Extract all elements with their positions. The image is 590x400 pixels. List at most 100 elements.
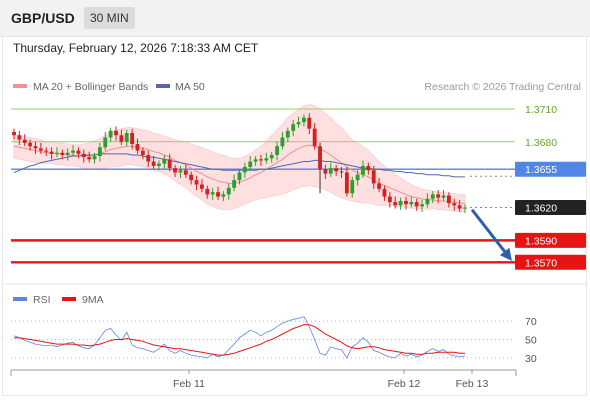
candle-body — [146, 154, 151, 162]
candle-body — [452, 203, 457, 206]
candle-body — [361, 165, 365, 175]
candle-body — [199, 184, 204, 189]
candle-body — [87, 157, 92, 160]
ma9-legend-label: 9MA — [82, 294, 104, 306]
candle-body — [398, 200, 403, 206]
candle-body — [301, 117, 306, 123]
candle-body — [242, 167, 247, 173]
candle-body — [371, 170, 376, 184]
candle-body — [339, 171, 344, 173]
candle-body — [264, 158, 269, 161]
level-tag-pivot — [515, 161, 586, 177]
ma9-legend-swatch — [62, 297, 76, 301]
candle-body — [318, 146, 322, 170]
level-label: 1.3710 — [525, 104, 557, 116]
x-axis-label: Feb 11 — [173, 378, 205, 390]
candle-body — [425, 198, 430, 205]
rsi-legend: RSI 9MA — [13, 294, 104, 306]
candle-body — [382, 188, 387, 197]
candle-body — [232, 180, 237, 188]
candle-body — [44, 150, 49, 152]
x-axis-label: Feb 12 — [388, 378, 421, 390]
candle-body — [350, 180, 355, 194]
x-axis-label: Feb 13 — [456, 378, 489, 390]
candle-body — [194, 180, 199, 185]
level-label: 1.3590 — [525, 235, 557, 247]
candle-body — [463, 207, 467, 209]
candle-body — [76, 150, 81, 154]
candle-body — [344, 172, 349, 194]
level-label: 1.3620 — [525, 203, 557, 215]
candle-body — [33, 146, 38, 149]
candle-body — [60, 152, 65, 155]
candle-body — [441, 195, 446, 198]
candle-body — [167, 159, 172, 169]
candle-body — [285, 130, 290, 138]
candle-body — [92, 156, 97, 160]
candle-body — [103, 137, 108, 148]
ma20-legend-label: MA 20 + Bollinger Bands — [33, 81, 148, 93]
main-legend: MA 20 + Bollinger Bands MA 50 Research ©… — [13, 81, 581, 93]
level-label: 1.3655 — [525, 164, 557, 176]
candle-body — [414, 202, 419, 207]
candle-body — [178, 170, 183, 173]
rsi-tick-label: 30 — [525, 353, 537, 365]
candle-body — [436, 194, 441, 198]
rsi-tick-label: 50 — [525, 335, 537, 347]
candle-body — [162, 159, 167, 164]
rsi-legend-swatch — [13, 297, 27, 301]
candle-body — [130, 133, 135, 144]
candle-body — [253, 159, 258, 162]
candle-body — [183, 170, 188, 175]
candle-body — [355, 174, 360, 181]
candle-body — [49, 151, 54, 154]
candle-body — [259, 159, 263, 161]
level-label: 1.3570 — [525, 257, 557, 269]
candle-body — [151, 161, 156, 166]
candle-body — [328, 168, 333, 174]
rsi-series-ma9 — [14, 324, 465, 356]
candle-body — [430, 194, 435, 199]
candle-body — [210, 192, 215, 195]
candle-body — [269, 154, 274, 159]
level-tag-support — [515, 254, 586, 270]
rsi-legend-label: RSI — [33, 294, 51, 306]
level-label: 1.3680 — [525, 137, 557, 149]
candle-body — [65, 152, 70, 155]
candle-body — [22, 139, 27, 143]
candle-body — [140, 150, 145, 155]
candle-body — [446, 195, 451, 204]
chart-header: GBP/USD 30 MIN — [0, 0, 590, 37]
source-credit: Research © 2026 Trading Central — [424, 81, 581, 93]
candle-body — [226, 187, 231, 195]
candle-body — [393, 202, 398, 206]
candle-body — [420, 204, 424, 207]
forecast-arrow — [470, 208, 512, 261]
candle-body — [248, 161, 253, 167]
candle-body — [334, 168, 339, 172]
candle-body — [216, 192, 220, 197]
candle-body — [296, 122, 301, 125]
candle-body — [291, 124, 296, 131]
candle-body — [71, 150, 75, 153]
candle-body — [312, 128, 317, 147]
candle-body — [275, 146, 280, 155]
candle-body — [114, 130, 118, 136]
candle-body — [404, 200, 408, 205]
candle-body — [323, 169, 328, 174]
bollinger-band — [13, 104, 466, 213]
candle-body — [221, 194, 226, 197]
rsi-series-rsi — [13, 316, 466, 359]
candle-body — [377, 183, 382, 189]
candle-body — [157, 163, 161, 166]
candle-body — [81, 153, 86, 158]
candle-body — [135, 144, 140, 151]
rsi-tick-label: 70 — [525, 316, 537, 328]
timeframe-badge[interactable]: 30 MIN — [84, 7, 135, 29]
candle-body — [124, 133, 129, 142]
candle-body — [307, 117, 312, 129]
candle-body — [409, 202, 414, 205]
candle-body — [189, 174, 194, 181]
candle-body — [28, 142, 33, 147]
